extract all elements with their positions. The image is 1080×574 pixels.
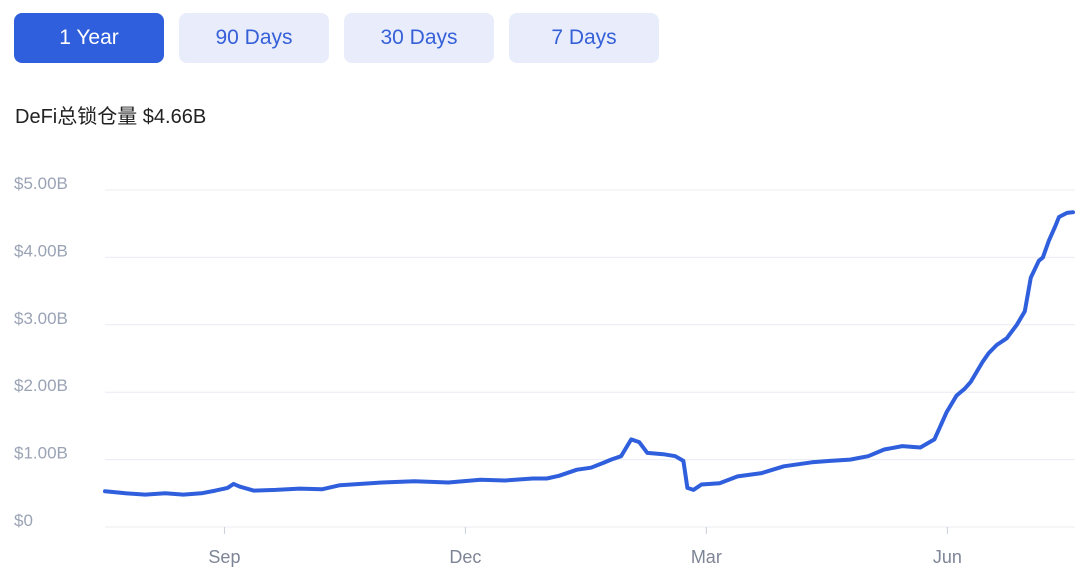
x-tick-label: Sep [208,547,240,567]
tab-30-days[interactable]: 30 Days [344,13,494,63]
time-range-tabs: 1 Year 90 Days 30 Days 7 Days [14,13,659,63]
x-tick-label: Dec [449,547,481,567]
series-line-0 [103,210,1075,497]
y-tick-label: $2.00B [14,376,68,395]
tab-7-days[interactable]: 7 Days [509,13,659,63]
y-tick-label: $1.00B [14,444,68,463]
y-tick-label: $5.00B [14,174,68,193]
x-tick-label: Mar [691,547,722,567]
y-tick-label: $0 [14,511,33,530]
y-tick-label: $4.00B [14,241,68,260]
x-tick-label: Jun [933,547,962,567]
y-tick-label: $3.00B [14,309,68,328]
tab-1-year[interactable]: 1 Year [14,13,164,63]
chart-title: DeFi总锁仓量 $4.66B [15,106,207,128]
tab-90-days[interactable]: 90 Days [179,13,329,63]
